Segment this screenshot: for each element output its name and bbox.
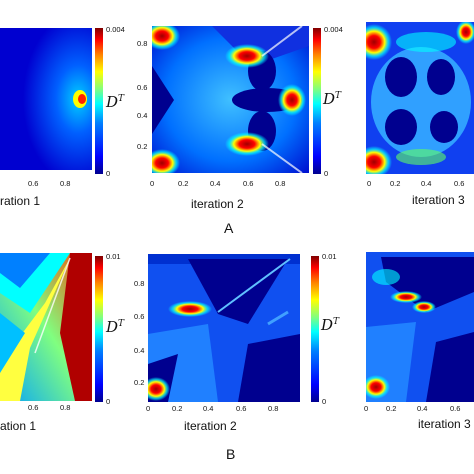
cbar-a-left-max: 0.004: [106, 25, 125, 34]
a3-xtick: 0: [367, 179, 372, 188]
panel-a-iteration-3: [366, 22, 474, 174]
row-label-b: B: [226, 446, 236, 462]
b3-xtick: 0.4: [417, 404, 428, 413]
b3-xtick: 0.6: [450, 404, 461, 413]
panel-a-iteration-1: [0, 28, 92, 170]
a3-xtick: 0.2: [390, 179, 401, 188]
b2-caption: iteration 2: [184, 419, 237, 433]
b3-xtick: 0: [364, 404, 369, 413]
a2-xtick: 0.6: [243, 179, 254, 188]
panel-b-iteration-1: [0, 253, 92, 401]
cbar-b-left-min: 0: [106, 397, 111, 406]
cbar-a-mid-max: 0.004: [324, 25, 343, 34]
a1-xtick: 0.8: [60, 179, 71, 188]
cbar-a-mid-min: 0: [324, 169, 329, 178]
dt-label: DT: [323, 90, 342, 108]
a2-ytick: 0.6: [137, 83, 148, 92]
colorbar-a-left: [95, 28, 103, 174]
b2-xtick: 0.6: [236, 404, 247, 413]
cbar-b-left-max: 0.01: [106, 252, 121, 261]
b2-ytick: 0.8: [134, 279, 145, 288]
cbar-a-left-min: 0: [106, 169, 111, 178]
b2-ytick: 0.2: [134, 378, 145, 387]
a2-ytick: 0.8: [137, 39, 148, 48]
b2-xtick: 0.8: [268, 404, 279, 413]
a2-xtick: 0.2: [178, 179, 189, 188]
a2-xtick: 0.8: [275, 179, 286, 188]
a1-caption: ration 1: [0, 194, 41, 208]
a2-caption: iteration 2: [191, 197, 244, 211]
b3-xtick: 0.2: [386, 404, 397, 413]
panel-b-iteration-3: [366, 252, 474, 402]
b2-xtick: 0: [146, 404, 151, 413]
a1-xtick: 0.6: [28, 179, 39, 188]
colorbar-b-middle: [311, 256, 319, 402]
b1-xtick: 0.8: [60, 403, 71, 412]
colorbar-a-middle: [313, 28, 321, 174]
panel-a-iteration-2: [152, 26, 309, 173]
b2-xtick: 0.2: [172, 404, 183, 413]
a3-xtick: 0.4: [421, 179, 432, 188]
a3-xtick: 0.6: [454, 179, 465, 188]
a3-caption: iteration 3: [412, 193, 465, 207]
b1-caption: ation 1: [0, 419, 37, 433]
b3-caption: iteration 3: [418, 417, 471, 431]
dt-label: DT: [106, 318, 125, 336]
a2-xtick: 0: [150, 179, 155, 188]
cbar-b-mid-max: 0.01: [322, 252, 337, 261]
dt-label: DT: [321, 316, 340, 334]
a2-xtick: 0.4: [210, 179, 221, 188]
panel-b-iteration-2: [148, 254, 300, 402]
colorbar-b-left: [95, 256, 103, 402]
b2-ytick: 0.4: [134, 346, 145, 355]
b1-xtick: 0.6: [28, 403, 39, 412]
b2-ytick: 0.6: [134, 312, 145, 321]
cbar-b-mid-min: 0: [322, 397, 327, 406]
a2-ytick: 0.4: [137, 111, 148, 120]
row-label-a: A: [224, 220, 234, 236]
b2-xtick: 0.4: [203, 404, 214, 413]
a2-ytick: 0.2: [137, 142, 148, 151]
dt-label: DT: [106, 93, 125, 111]
